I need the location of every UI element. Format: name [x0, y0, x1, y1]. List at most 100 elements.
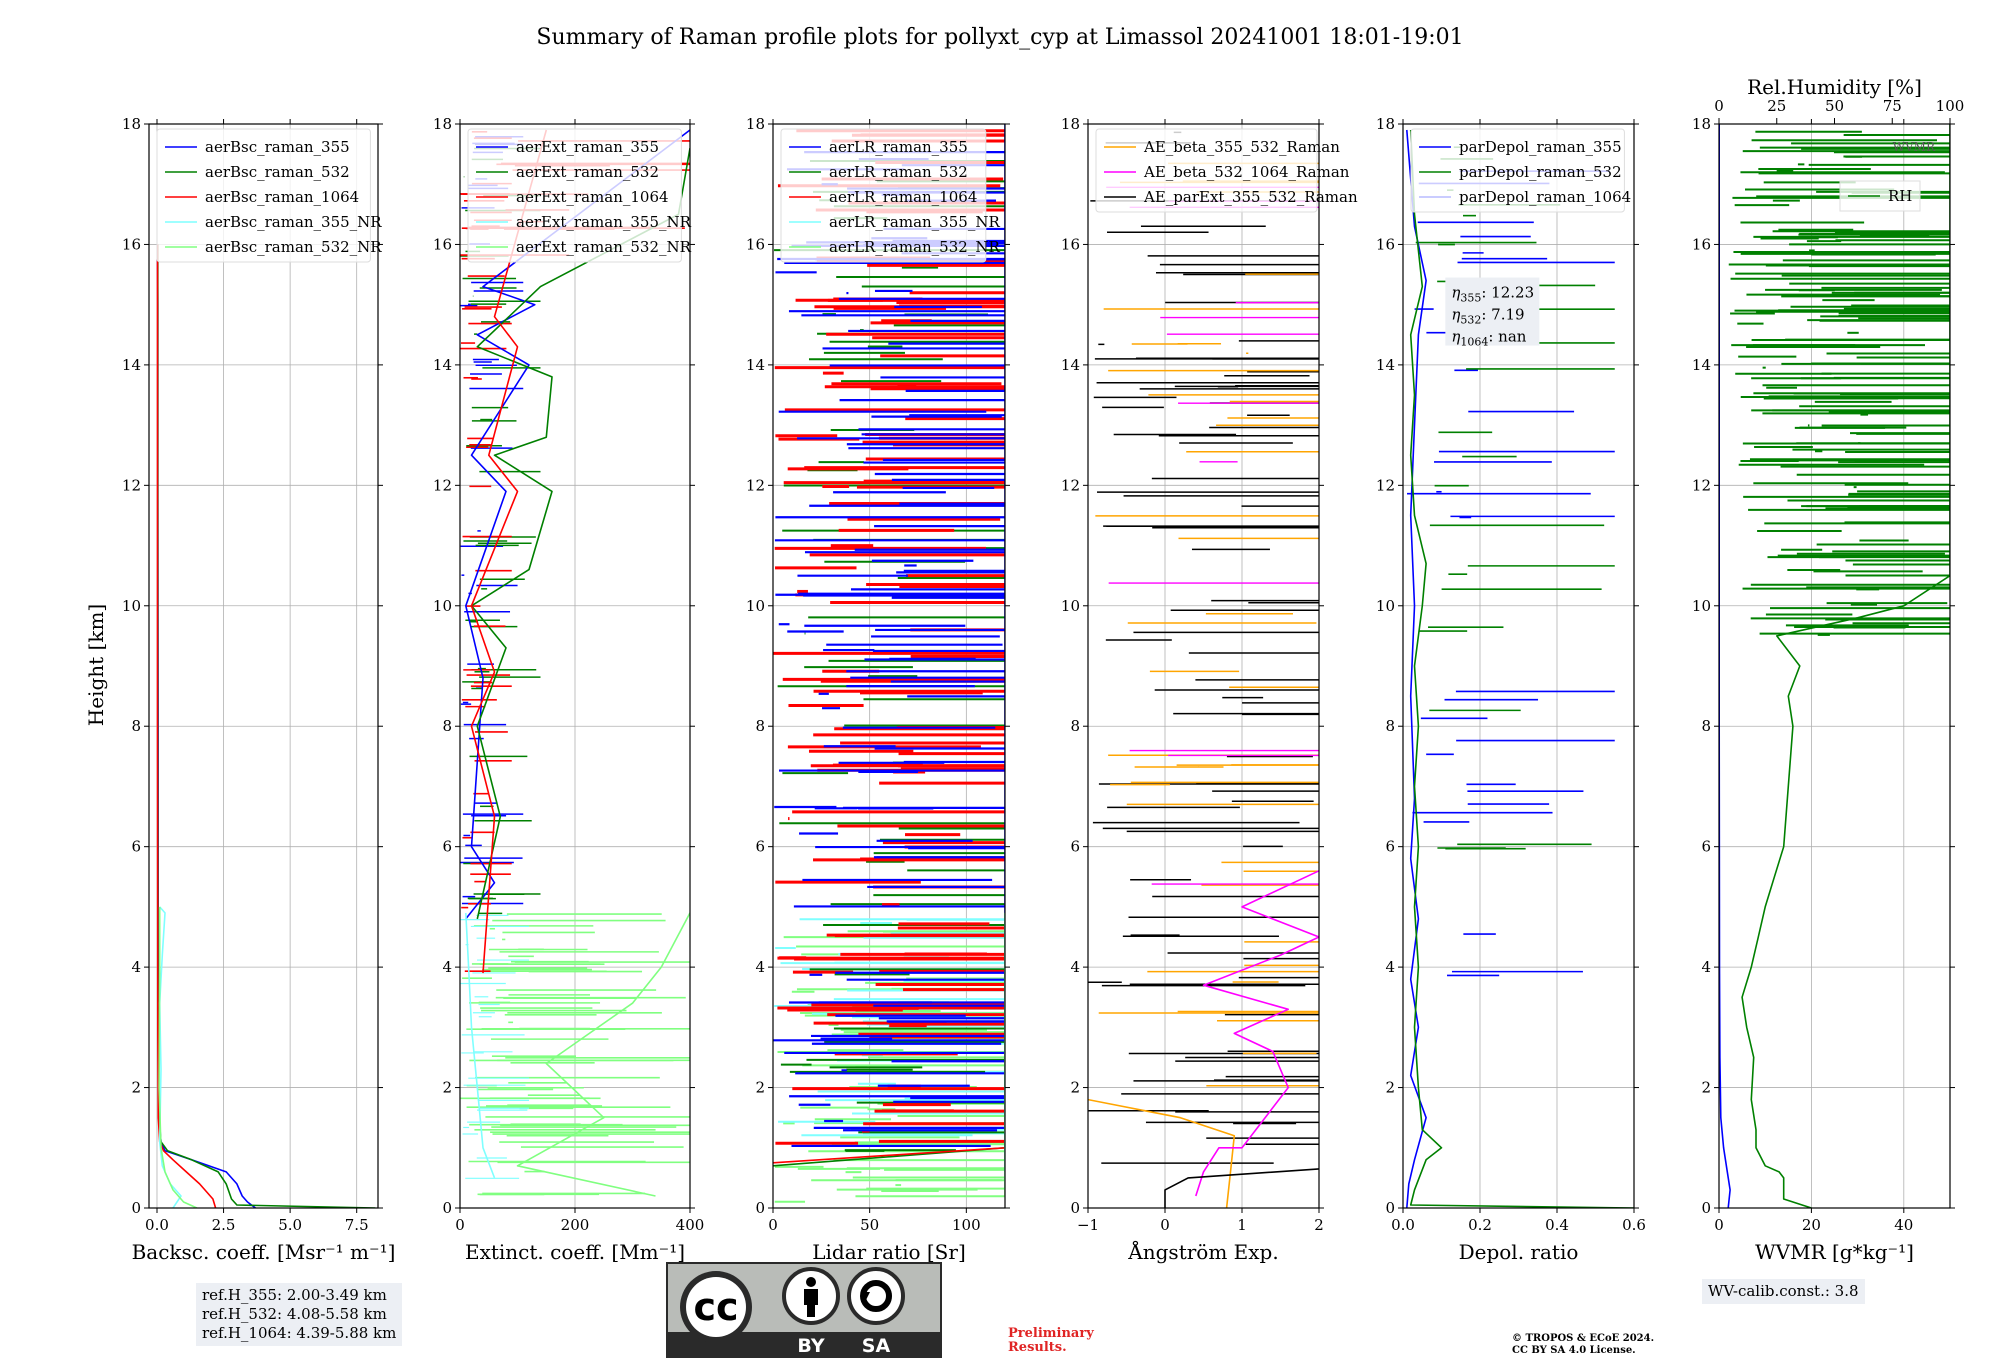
axes-frame	[1402, 123, 1635, 1209]
x2-tick-label: 25	[1767, 97, 1786, 115]
wv-calib-text: WV-calib.const.: 3.8	[1708, 1282, 1859, 1300]
y-tick-label: 10	[1061, 597, 1080, 615]
y-tick-label: 6	[1070, 838, 1080, 856]
x-axis-label: WVMR [g*kg⁻¹]	[1755, 1240, 1914, 1264]
legend-label: aerLR_raman_355_NR	[829, 213, 1000, 231]
series-WVMR	[1719, 124, 1731, 1208]
legend-label: aerBsc_raman_355	[205, 138, 350, 156]
y-tick-label: 4	[442, 958, 452, 976]
y-tick-label: 18	[1061, 115, 1080, 133]
plot-area	[1088, 131, 1319, 1208]
y-tick-label: 16	[746, 235, 765, 253]
legend-label: aerExt_raman_355_NR	[516, 213, 692, 231]
plot-area	[156, 244, 376, 1208]
y-tick-label: 0	[131, 1199, 141, 1217]
y-tick-label: 18	[1692, 115, 1711, 133]
legend-label: AE_beta_355_532_Raman	[1143, 138, 1340, 156]
x-tick-label: 0	[768, 1216, 778, 1234]
y-tick-label: 10	[433, 597, 452, 615]
legend-label: parDepol_raman_355	[1459, 138, 1622, 156]
legend-bsc: aerBsc_raman_355 aerBsc_raman_532 aerBsc_r…	[156, 128, 382, 263]
y-tick-label: 8	[755, 717, 765, 735]
y-tick-label: 4	[1070, 958, 1080, 976]
legend-label: aerLR_raman_355	[829, 138, 968, 156]
person-icon	[806, 1277, 816, 1287]
ref-h-1064: ref.H_1064: 4.39-5.88 km	[202, 1324, 397, 1342]
x-axis-label: Depol. ratio	[1459, 1240, 1579, 1264]
legend-box	[467, 128, 682, 263]
legend-depol: parDepol_raman_355 parDepol_raman_532 parD…	[1410, 128, 1631, 213]
y-tick-label: 16	[433, 235, 452, 253]
axes-frame	[1718, 123, 1951, 1209]
y-tick-label: 6	[442, 838, 452, 856]
y-tick-label: 0	[1070, 1199, 1080, 1217]
preliminary-line-1: Preliminary	[1008, 1326, 1094, 1341]
legend-label: parDepol_raman_1064	[1459, 188, 1631, 206]
legend-wv: RH WVMR	[1839, 140, 1936, 212]
x2-axis-label: Rel.Humidity [%]	[1747, 75, 1922, 99]
legend-label: aerBsc_raman_532	[205, 163, 350, 181]
cc-by-sa-logo: cc BY SA	[666, 1262, 942, 1358]
x-tick-label: 0	[1160, 1216, 1170, 1234]
y-tick-label: 14	[746, 356, 765, 374]
y-tick-label: 0	[1701, 1199, 1711, 1217]
ref-height-box: ref.H_355: 2.00-3.49 km ref.H_532: 4.08-…	[196, 1283, 403, 1346]
series-aerBsc_raman_1064	[156, 244, 217, 1208]
panel-bsc: 0 2 4 6 8 10 12 14 16 18 0.0 2.5 5.0 7.5 Backsc. coeff…	[122, 115, 395, 1264]
y-tick-label: 18	[746, 115, 765, 133]
legend-lr: aerLR_raman_355 aerLR_raman_532 aerLR_rama…	[780, 128, 1000, 263]
x2-tick-label: 100	[1936, 97, 1965, 115]
y-tick-label: 10	[746, 597, 765, 615]
y-tick-label: 10	[1692, 597, 1711, 615]
panel-depol: 0 2 4 6 8 10 12 14 16 18 0.0 0.2 0.4 0.6 Depol. ratio p…	[1376, 115, 1646, 1264]
x-axis-label: Backsc. coeff. [Msr⁻¹ m⁻¹]	[132, 1240, 396, 1264]
y-tick-label: 4	[131, 958, 141, 976]
x-tick-label: 2.5	[212, 1216, 236, 1234]
y-tick-label: 8	[131, 717, 141, 735]
series-parDepol_raman_355	[1406, 129, 1427, 1208]
x-axis-label: Ångström Exp.	[1127, 1239, 1278, 1264]
y-tick-label: 0	[442, 1199, 452, 1217]
series-AE_parExt_355_532_Raman	[1164, 1168, 1319, 1208]
x-tick-label: 0.2	[1468, 1216, 1492, 1234]
y-tick-label: 18	[1376, 115, 1395, 133]
y-tick-label: 14	[433, 356, 452, 374]
legend-label: aerExt_raman_532	[516, 163, 659, 181]
y-tick-label: 18	[433, 115, 452, 133]
series-aerExt_raman_532	[470, 147, 690, 920]
series-AE_beta_532_1064_Raman	[1195, 870, 1319, 1197]
legend-label: aerBsc_raman_355_NR	[205, 213, 382, 231]
preliminary-note: Preliminary Results.	[1008, 1327, 1094, 1355]
x-tick-label: 0	[455, 1216, 465, 1234]
legend-box	[156, 128, 371, 263]
ref-h-355: ref.H_355: 2.00-3.49 km	[202, 1286, 387, 1304]
series-aerExt_raman_1064	[470, 129, 548, 974]
x-tick-label: 0.4	[1545, 1216, 1569, 1234]
ref-h-532: ref.H_532: 4.08-5.58 km	[202, 1305, 387, 1323]
y-tick-label: 16	[122, 235, 141, 253]
y-tick-label: 2	[1701, 1079, 1711, 1097]
x-tick-label: −1	[1077, 1216, 1099, 1234]
legend-label: aerLR_raman_1064	[829, 188, 977, 206]
x2-tick-label: 0	[1714, 97, 1724, 115]
series-aerExt_raman_532_NR	[516, 912, 690, 1197]
y-tick-label: 8	[442, 717, 452, 735]
preliminary-line-2: Results.	[1008, 1340, 1067, 1355]
wv-calib-box: WV-calib.const.: 3.8	[1702, 1279, 1865, 1304]
series-aerLR_raman_1064	[773, 1147, 1005, 1164]
legend-label: parDepol_raman_532	[1459, 163, 1622, 181]
x-tick-label: 0.0	[145, 1216, 169, 1234]
x2-tick-label: 50	[1825, 97, 1844, 115]
y-tick-label: 14	[1376, 356, 1395, 374]
y-tick-label: 8	[1701, 717, 1711, 735]
legend-label: aerLR_raman_532_NR	[829, 238, 1000, 256]
y-tick-label: 12	[1061, 476, 1080, 494]
y-tick-label: 16	[1692, 235, 1711, 253]
eta-line: η355: 12.23	[1451, 284, 1534, 305]
y-tick-label: 4	[755, 958, 765, 976]
legend-label: aerLR_raman_532	[829, 163, 968, 181]
